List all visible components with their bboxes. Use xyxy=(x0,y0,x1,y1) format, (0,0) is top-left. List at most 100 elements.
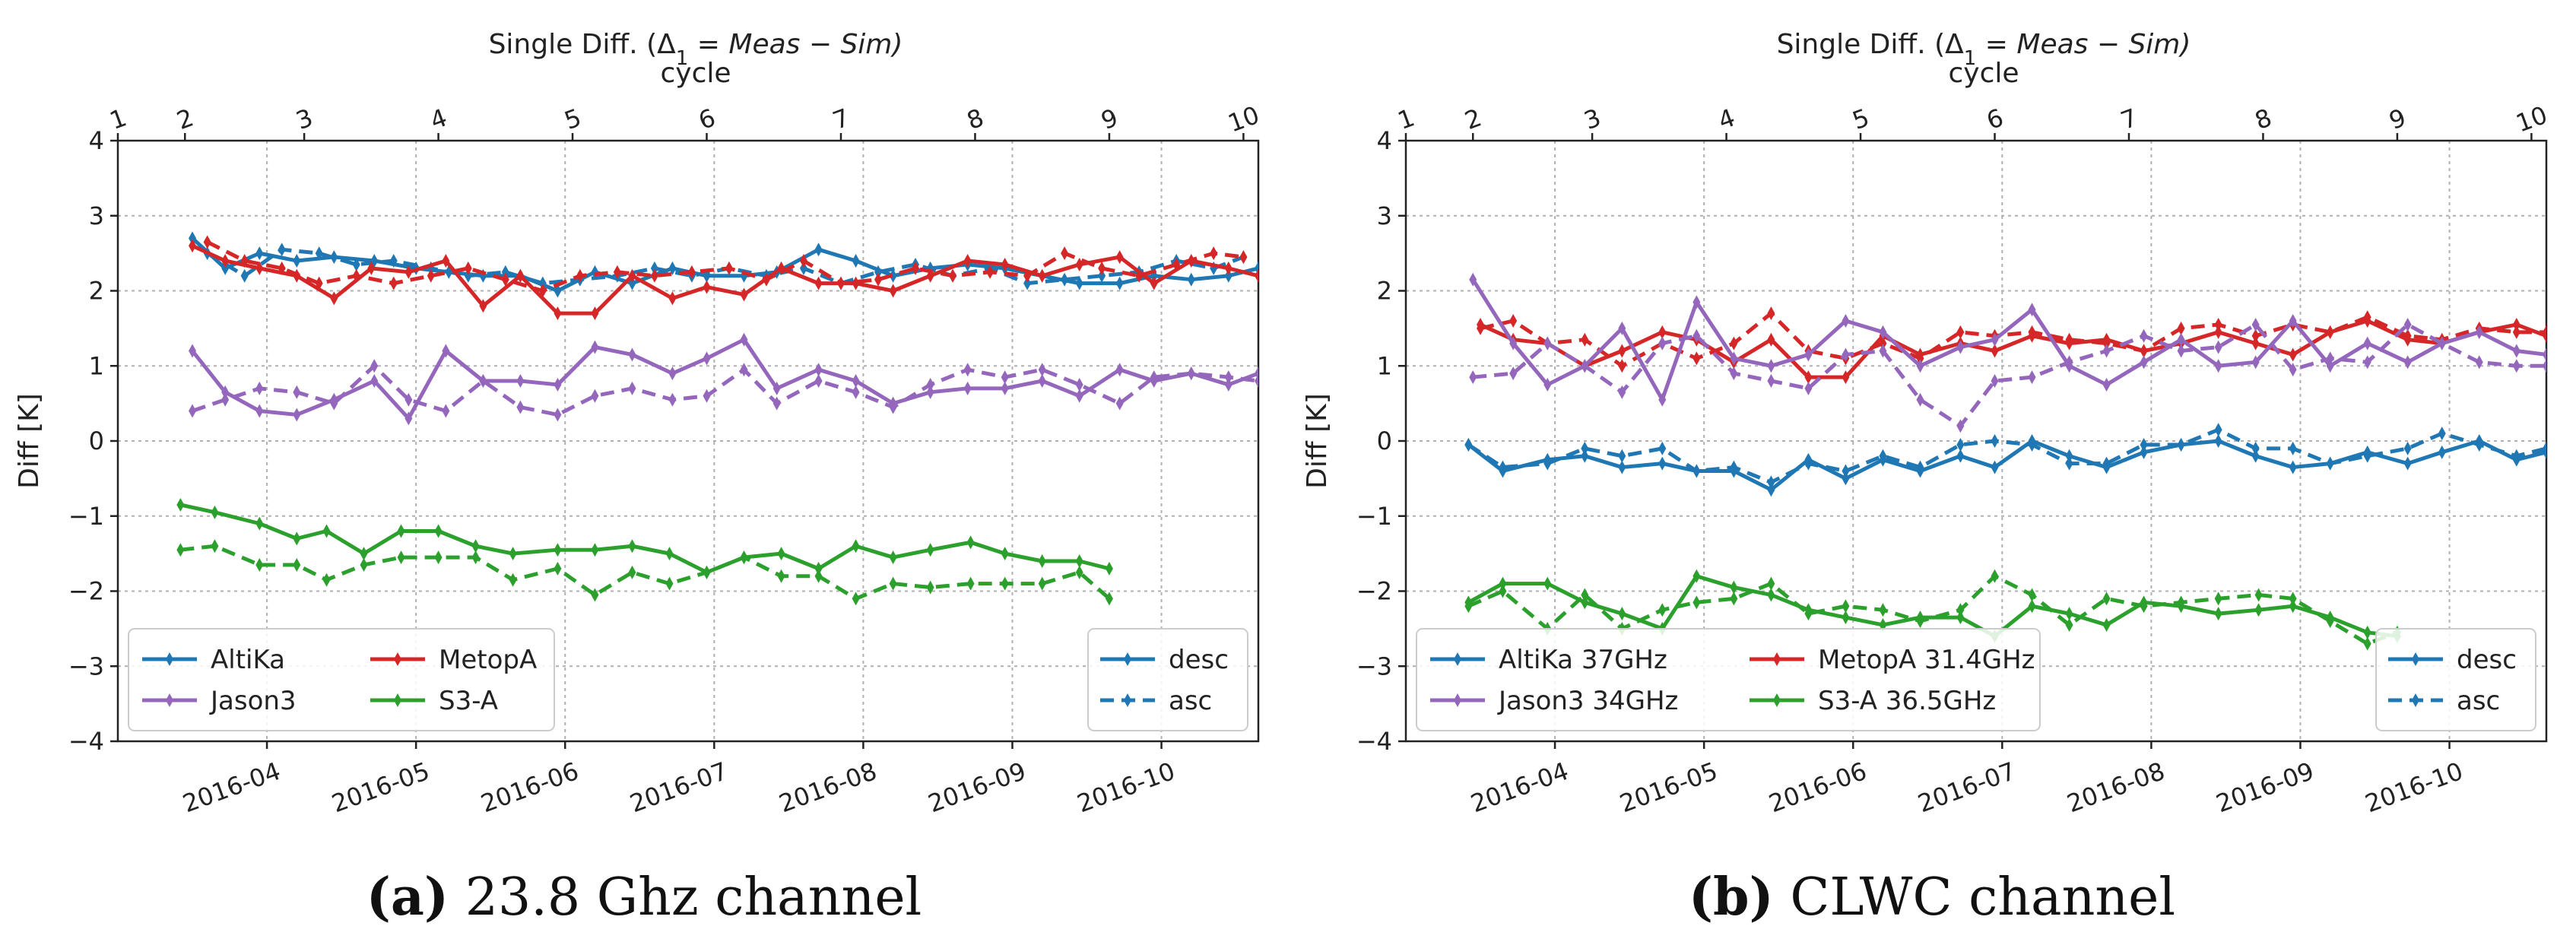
data-point xyxy=(278,261,286,275)
data-point xyxy=(370,359,379,373)
data-point xyxy=(189,231,197,246)
y-tick-label: 2 xyxy=(89,277,104,306)
data-point xyxy=(370,374,379,388)
data-point xyxy=(2251,449,2260,463)
legend-box xyxy=(1416,628,2041,731)
data-point xyxy=(1001,381,1009,395)
y-tick-label: −3 xyxy=(1356,652,1392,680)
y-tick-label: 3 xyxy=(1377,201,1392,230)
data-point xyxy=(1581,449,1589,463)
data-point xyxy=(740,550,748,565)
data-point xyxy=(2140,355,2148,370)
data-point xyxy=(852,276,860,290)
data-point xyxy=(1991,460,1999,474)
data-point xyxy=(2475,437,2483,452)
data-point xyxy=(1543,576,1552,591)
series-line xyxy=(191,243,1258,316)
data-point xyxy=(1730,460,1738,474)
data-point xyxy=(1767,588,1775,602)
data-point xyxy=(1038,576,1046,591)
data-point xyxy=(1658,336,1667,350)
x-tick-label: 2016-08 xyxy=(775,756,880,818)
data-point xyxy=(2214,317,2222,331)
top-tick-label: 4 xyxy=(427,103,451,135)
data-point xyxy=(315,246,323,261)
chart-title: Single Diff. (Δ1 = Meas − Sim) xyxy=(489,29,903,70)
data-point xyxy=(1879,325,1887,339)
data-point xyxy=(176,543,185,557)
data-point xyxy=(2214,359,2222,373)
data-point xyxy=(1224,261,1232,275)
data-point xyxy=(554,377,562,392)
data-point xyxy=(650,268,658,283)
data-point xyxy=(2403,328,2412,343)
data-point xyxy=(1115,363,1124,377)
data-point xyxy=(1543,456,1552,471)
caption-letter: (b) xyxy=(1688,867,1774,928)
data-point xyxy=(434,524,443,538)
data-point xyxy=(1956,325,1965,339)
data-point xyxy=(703,565,711,579)
data-point xyxy=(1842,471,1850,486)
data-point xyxy=(1469,370,1477,385)
y-axis-label: Diff [K] xyxy=(14,393,45,489)
legend-label: asc xyxy=(2457,686,2500,716)
series-line xyxy=(1479,319,2546,379)
y-tick-label: 3 xyxy=(89,201,104,230)
data-point xyxy=(1767,483,1775,497)
data-point xyxy=(777,569,785,583)
data-point xyxy=(221,254,230,268)
top-tick-label: 9 xyxy=(1097,103,1121,135)
caption-a: (a) 23.8 Ghz channel xyxy=(0,867,1288,928)
data-point xyxy=(2363,355,2371,370)
data-point xyxy=(1730,580,1738,595)
legend-series: AltiKa MetopA Jason3 S3-A xyxy=(128,628,555,731)
data-point xyxy=(1692,351,1701,366)
data-point xyxy=(293,385,301,399)
series-line xyxy=(1467,574,2398,646)
data-point xyxy=(1061,246,1069,261)
data-point xyxy=(1692,295,1701,309)
top-tick-label: 8 xyxy=(2251,103,2276,135)
data-point xyxy=(2028,370,2036,385)
series-line xyxy=(180,544,1111,601)
data-point xyxy=(1001,370,1009,385)
y-tick-label: 1 xyxy=(1377,351,1392,380)
data-point xyxy=(665,547,674,561)
data-point xyxy=(2251,317,2260,331)
data-point xyxy=(1956,419,1965,433)
data-point xyxy=(852,254,860,268)
data-point xyxy=(772,381,781,395)
data-point xyxy=(1991,569,1999,583)
data-point xyxy=(554,561,562,576)
data-point xyxy=(1879,336,1887,350)
data-point xyxy=(1804,607,1813,621)
data-point xyxy=(2326,614,2334,628)
data-point xyxy=(352,268,360,283)
data-point xyxy=(926,580,934,595)
legend-label: Jason3 xyxy=(209,686,297,716)
data-point xyxy=(1730,366,1738,381)
data-point xyxy=(1224,377,1232,392)
data-point xyxy=(1804,347,1813,362)
data-point xyxy=(2214,592,2222,606)
data-point xyxy=(2289,363,2297,377)
data-point xyxy=(628,565,636,579)
data-point xyxy=(668,392,677,407)
data-point xyxy=(1658,441,1667,455)
data-point xyxy=(2251,355,2260,370)
data-point xyxy=(1730,351,1738,366)
top-tick-label: 9 xyxy=(2385,103,2409,135)
data-point xyxy=(591,340,599,354)
data-point xyxy=(1038,363,1046,377)
data-point xyxy=(1224,268,1232,283)
data-point xyxy=(509,572,517,587)
data-point xyxy=(889,576,897,591)
data-point xyxy=(1581,595,1589,610)
legend-label: AltiKa xyxy=(211,645,285,675)
top-axis-label: cycle xyxy=(1948,58,2019,89)
data-point xyxy=(255,557,264,572)
legend-marker xyxy=(394,652,401,666)
x-tick-label: 2016-07 xyxy=(626,756,731,818)
y-tick-label: 2 xyxy=(1377,277,1392,306)
